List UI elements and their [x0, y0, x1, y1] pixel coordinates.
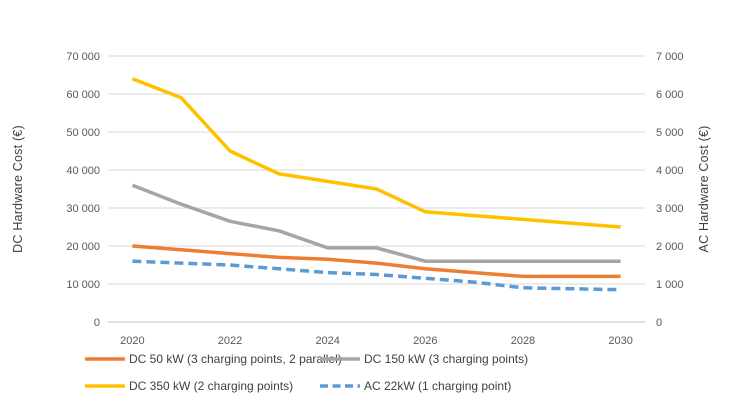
- left-tick-label: 30 000: [66, 203, 100, 215]
- x-tick-label: 2026: [413, 335, 437, 347]
- series-line-dc-150-kw-3-charging-points: [131, 183, 621, 263]
- series-line-dc-350-kw-2-charging-points: [131, 77, 621, 229]
- x-tick-label: 2022: [218, 335, 242, 347]
- right-tick-label: 3 000: [656, 203, 684, 215]
- right-tick-label: 0: [656, 317, 662, 329]
- gridlines: [108, 55, 645, 323]
- right-tick-label: 5 000: [656, 127, 684, 139]
- left-tick-label: 60 000: [66, 89, 100, 101]
- series-line-ac-22kw-1-charging-point: [132, 259, 621, 292]
- series-lines: [131, 77, 621, 292]
- left-tick-label: 20 000: [66, 241, 100, 253]
- left-tick-label: 0: [94, 317, 100, 329]
- right-tick-label: 7 000: [656, 51, 684, 63]
- left-tick-label: 40 000: [66, 165, 100, 177]
- x-tick-label: 2020: [120, 335, 144, 347]
- right-tick-label: 6 000: [656, 89, 684, 101]
- left-axis-tick-labels: 0 10 000 20 000 30 000 40 000 50 000 60 000 70 …: [66, 51, 100, 329]
- right-tick-label: 1 000: [656, 279, 684, 291]
- right-axis-tick-labels: 0 1 000 2 000 3 000 4 000 5 000 6 000 7 000: [656, 51, 684, 329]
- right-tick-label: 2 000: [656, 241, 684, 253]
- x-tick-label: 2028: [511, 335, 535, 347]
- left-tick-label: 70 000: [66, 51, 100, 63]
- x-axis-tick-labels: 2020 2022 2024 2026 2028 2030: [120, 335, 633, 347]
- series-line-dc-50-kw-3-charging-points-2-parallel: [132, 244, 621, 279]
- x-tick-label: 2030: [608, 335, 632, 347]
- right-axis-title: AC Hardware Cost (€): [697, 126, 711, 253]
- left-tick-label: 10 000: [66, 279, 100, 291]
- left-tick-label: 50 000: [66, 127, 100, 139]
- right-tick-label: 4 000: [656, 165, 684, 177]
- x-tick-label: 2024: [315, 335, 339, 347]
- left-axis-title: DC Hardware Cost (€): [11, 125, 25, 253]
